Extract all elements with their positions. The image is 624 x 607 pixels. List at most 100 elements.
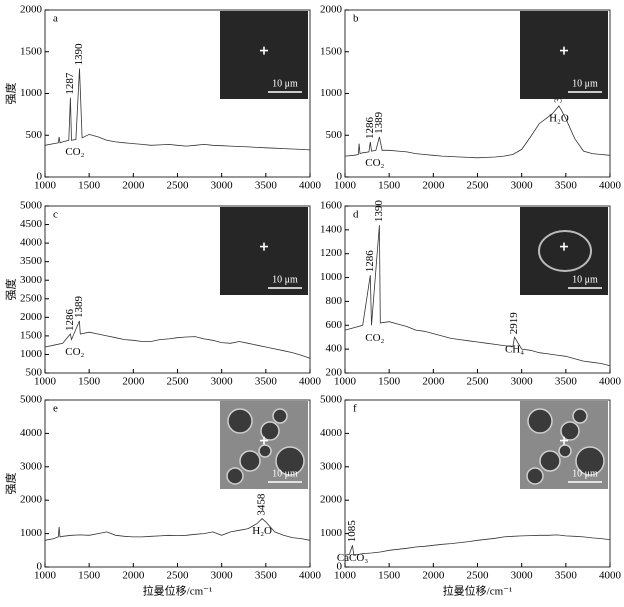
y-axis-label: 强度	[4, 473, 18, 495]
y-tick-label: 0	[37, 561, 43, 573]
x-tick-label: 1500	[78, 180, 101, 192]
y-tick-label: 3000	[320, 460, 343, 472]
y-tick-label: 500	[26, 129, 43, 141]
inset-texture	[227, 408, 253, 434]
inset-image	[220, 207, 308, 295]
species-label: H₂O	[252, 525, 272, 537]
y-tick-label: 1600	[320, 200, 343, 212]
scale-label: 10 μm	[572, 274, 598, 285]
panel-label: b	[353, 13, 359, 25]
x-tick-label: 1500	[78, 376, 101, 388]
inset-inclusion	[538, 230, 592, 272]
y-tick-label: 1000	[320, 87, 343, 99]
y-tick-label: 1000	[320, 271, 343, 283]
scale-label: 10 μm	[572, 78, 598, 89]
y-tick-label: 1500	[20, 329, 43, 341]
y-tick-label: 2000	[20, 311, 43, 323]
x-tick-label: 3500	[255, 570, 278, 582]
x-tick-label: 2500	[167, 180, 190, 192]
y-tick-label: 1000	[20, 527, 43, 539]
spectrum-line	[44, 68, 311, 151]
y-tick-label: 400	[326, 343, 343, 355]
y-tick-label: 4000	[320, 427, 343, 439]
inset-texture	[560, 421, 580, 441]
x-tick-label: 4000	[299, 376, 322, 388]
y-tick-label: 200	[326, 367, 343, 379]
peak-label: 1390	[373, 200, 385, 223]
inset-cross	[260, 242, 268, 251]
y-tick-label: 2000	[20, 494, 43, 506]
species-label: CO₂	[65, 146, 84, 158]
panel: 5001000150020002500300035004000450050001…	[4, 200, 322, 388]
x-tick-label: 2000	[422, 376, 445, 388]
y-tick-label: 500	[26, 367, 43, 379]
y-tick-label: 3500	[20, 255, 43, 267]
inset-texture	[258, 444, 272, 458]
peak-label: 1389	[373, 111, 385, 134]
scale-label: 10 μm	[272, 78, 298, 89]
x-tick-label: 1000	[334, 376, 357, 388]
y-tick-label: 1500	[20, 45, 43, 57]
y-tick-label: 3000	[20, 460, 43, 472]
spectrum-line	[344, 105, 611, 159]
x-tick-label: 1000	[34, 570, 57, 582]
x-tick-label: 3500	[255, 180, 278, 192]
y-tick-label: 0	[337, 171, 343, 183]
inset-texture	[539, 450, 561, 472]
inset-texture	[260, 421, 280, 441]
panel-label: d	[353, 209, 359, 221]
spectrum-line	[44, 320, 311, 359]
x-tick-label: 1500	[378, 180, 401, 192]
panel: 0 500 1000 1500 2000 1000 1500 2000 2500 3000 3500…	[4, 4, 322, 192]
x-tick-label: 4000	[299, 180, 322, 192]
panel-label: e	[53, 403, 58, 415]
x-tick-label: 3500	[555, 376, 578, 388]
x-tick-label: 4000	[599, 376, 622, 388]
x-tick-label: 4000	[299, 570, 322, 582]
inset-texture	[575, 446, 605, 476]
x-tick-label: 2500	[167, 376, 190, 388]
x-tick-label: 2000	[422, 570, 445, 582]
inset-texture	[558, 444, 572, 458]
spectrum-line	[44, 518, 311, 541]
peak-label: 1389	[73, 296, 85, 319]
y-tick-label: 2000	[320, 494, 343, 506]
x-tick-label: 1000	[34, 376, 57, 388]
x-tick-label: 3500	[555, 570, 578, 582]
inset-image	[220, 11, 308, 99]
inset-cross	[560, 46, 568, 55]
peak-label: 1085	[346, 520, 358, 543]
y-tick-label: 5000	[320, 394, 343, 406]
x-tick-label: 3000	[211, 376, 234, 388]
x-tick-label: 2000	[122, 570, 145, 582]
y-tick-label: 4500	[20, 218, 43, 230]
x-tick-label: 2500	[467, 376, 490, 388]
x-tick-label: 3000	[211, 570, 234, 582]
y-tick-label: 1200	[320, 247, 343, 259]
panel: 200 400 600 800 1000 1200 1400 1600 1000 1500 2000…	[320, 200, 622, 388]
y-tick-label: 2500	[20, 292, 43, 304]
x-tick-label: 3500	[255, 376, 278, 388]
scale-label: 10 μm	[272, 274, 298, 285]
panel-label: f	[353, 403, 357, 415]
peak-label: 1286	[364, 250, 376, 273]
x-tick-label: 1000	[34, 180, 57, 192]
y-tick-label: 0	[37, 171, 43, 183]
species-label: CaCO₃	[337, 552, 369, 564]
x-tick-label: 2000	[122, 180, 145, 192]
panel-label: c	[53, 209, 58, 221]
scale-label: 10 μm	[572, 468, 598, 479]
x-tick-label: 1000	[334, 180, 357, 192]
x-tick-label: 2000	[122, 376, 145, 388]
inset-texture	[272, 408, 288, 424]
x-tick-label: 3000	[511, 376, 534, 388]
y-tick-label: 500	[326, 129, 343, 141]
inset-cross	[560, 242, 568, 251]
spectrum-line	[344, 534, 611, 556]
inset-cross	[560, 436, 568, 445]
x-tick-label: 2500	[467, 180, 490, 192]
panel-label: a	[53, 13, 58, 25]
